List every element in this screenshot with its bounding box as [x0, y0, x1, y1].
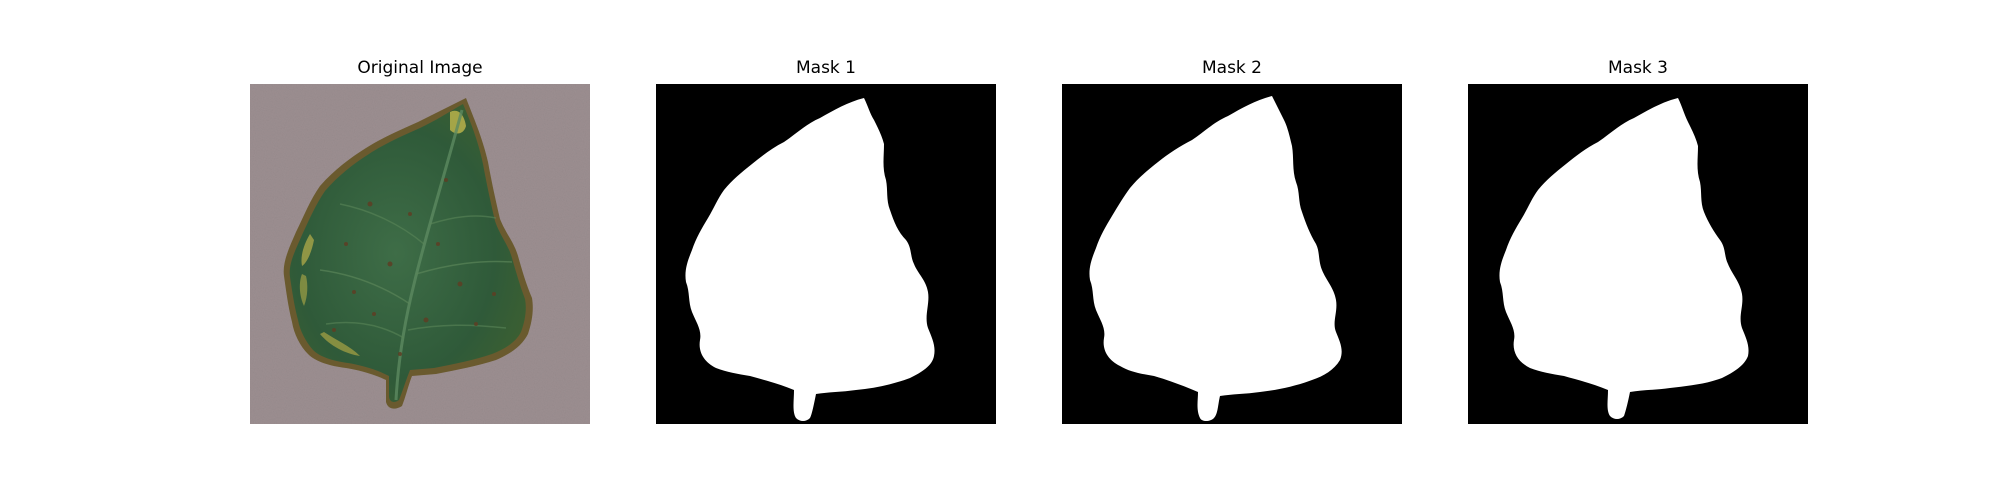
leaf-midrib — [394, 109, 464, 401]
leaf-vein — [325, 321, 405, 339]
panel-title-original-image: Original Image — [357, 58, 483, 78]
mask-foreground — [685, 98, 935, 421]
leaf-vein — [407, 324, 507, 331]
mask-1-image — [656, 84, 996, 424]
leaf-yellow-patch — [320, 332, 360, 356]
mask-3-image — [1468, 84, 1808, 424]
original-leaf-photo — [250, 84, 590, 424]
panel-title-mask-3: Mask 3 — [1607, 58, 1668, 78]
leaf-vein — [339, 203, 425, 245]
leaf-yellow-patch — [301, 234, 314, 266]
mask-foreground — [1499, 98, 1749, 419]
leaf-yellow-patch — [299, 274, 308, 306]
mask-foreground — [1089, 96, 1342, 421]
leaf-body — [289, 104, 526, 402]
panel-title-mask-2: Mask 2 — [1201, 58, 1262, 78]
panel-title-mask-1: Mask 1 — [795, 58, 856, 78]
leaf-spots — [332, 178, 496, 356]
leaf-vein — [429, 215, 497, 225]
leaf-vein — [415, 260, 513, 275]
leaf-vein — [319, 269, 411, 305]
mask-2-image — [1062, 84, 1402, 424]
